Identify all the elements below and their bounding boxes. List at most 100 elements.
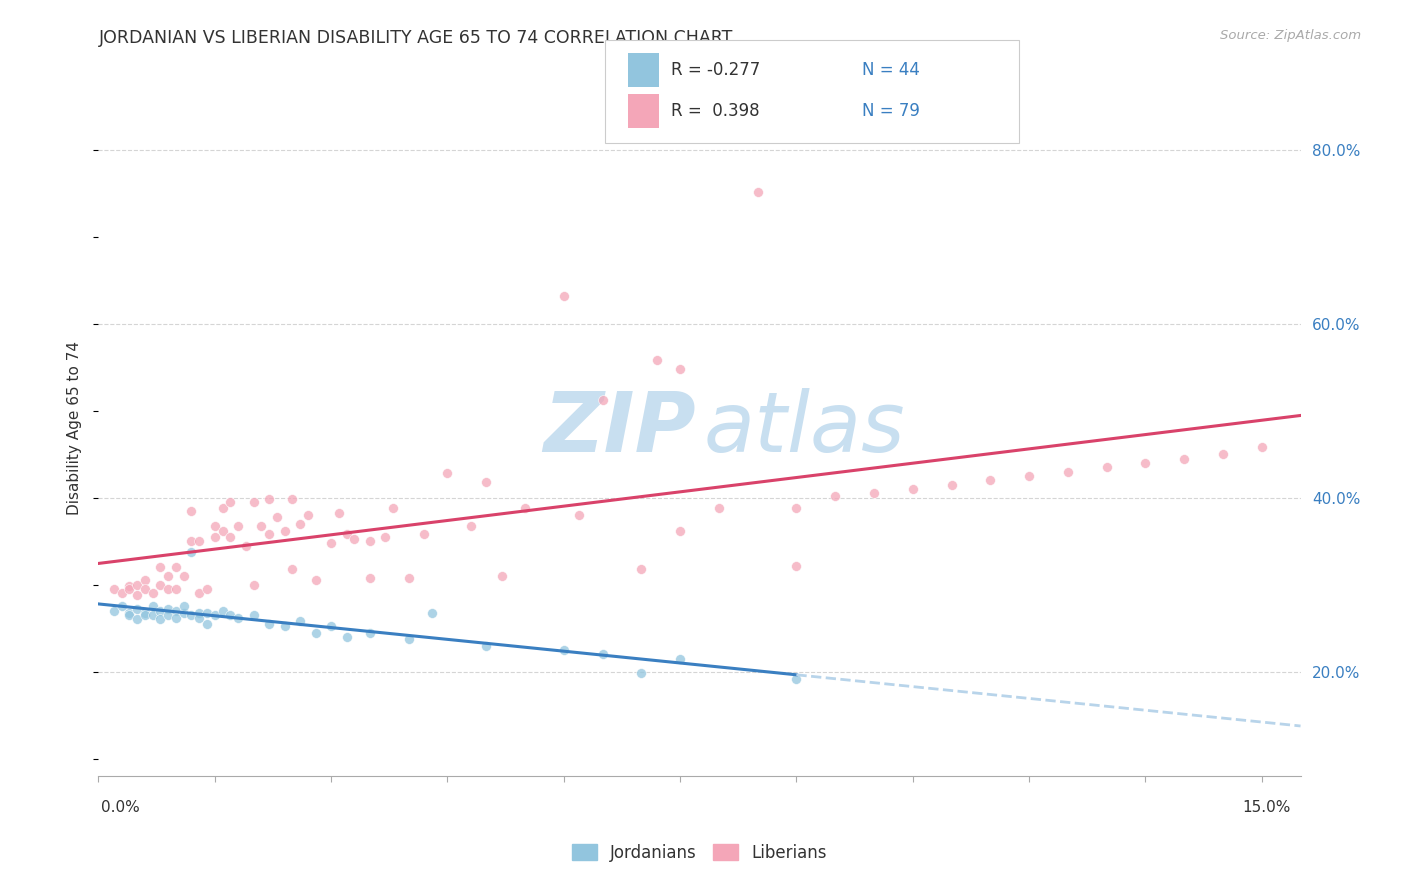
- Point: [250, 518, 273, 533]
- Text: R =  0.398: R = 0.398: [671, 102, 759, 120]
- Point: [134, 606, 156, 620]
- Point: [785, 672, 807, 686]
- Point: [149, 560, 172, 574]
- Point: [273, 619, 295, 633]
- Point: [398, 571, 420, 585]
- Point: [630, 666, 652, 681]
- Point: [127, 588, 149, 602]
- Text: N = 44: N = 44: [862, 61, 920, 78]
- Point: [297, 508, 319, 522]
- Point: [288, 516, 311, 531]
- Point: [1173, 451, 1195, 466]
- Point: [127, 602, 149, 616]
- Point: [204, 608, 226, 623]
- Point: [592, 393, 614, 408]
- Point: [142, 599, 165, 614]
- Point: [111, 586, 134, 600]
- Text: R = -0.277: R = -0.277: [671, 61, 759, 78]
- Point: [157, 582, 180, 596]
- Point: [226, 611, 249, 625]
- Point: [180, 504, 202, 518]
- Point: [592, 648, 614, 662]
- Point: [319, 536, 342, 550]
- Point: [127, 578, 149, 592]
- Point: [436, 467, 458, 481]
- Point: [413, 527, 436, 541]
- Point: [157, 569, 180, 583]
- Y-axis label: Disability Age 65 to 74: Disability Age 65 to 74: [67, 341, 83, 516]
- Point: [211, 524, 233, 538]
- Point: [359, 571, 381, 585]
- Point: [188, 586, 211, 600]
- Point: [1057, 465, 1080, 479]
- Point: [134, 582, 156, 596]
- Point: [304, 625, 326, 640]
- Point: [204, 530, 226, 544]
- Point: [157, 602, 180, 616]
- Point: [359, 625, 381, 640]
- Point: [211, 604, 233, 618]
- Point: [707, 501, 730, 516]
- Point: [134, 608, 156, 623]
- Point: [195, 606, 218, 620]
- Point: [281, 492, 304, 507]
- Point: [118, 579, 141, 593]
- Point: [343, 533, 366, 547]
- Point: [513, 501, 536, 516]
- Point: [118, 606, 141, 620]
- Point: [824, 489, 846, 503]
- Point: [288, 614, 311, 628]
- Point: [979, 473, 1001, 487]
- Point: [328, 507, 350, 521]
- Point: [941, 477, 963, 491]
- Point: [1018, 469, 1040, 483]
- Point: [142, 608, 165, 623]
- Point: [180, 534, 202, 549]
- Point: [180, 544, 202, 558]
- Point: [1135, 456, 1157, 470]
- Point: [103, 604, 125, 618]
- Point: [304, 574, 326, 588]
- Point: [491, 569, 513, 583]
- Point: [219, 495, 242, 509]
- Point: [568, 508, 591, 522]
- Point: [553, 643, 575, 657]
- Point: [111, 599, 134, 614]
- Point: [669, 651, 692, 665]
- Point: [747, 185, 769, 199]
- Point: [173, 606, 195, 620]
- Point: [127, 612, 149, 626]
- Point: [630, 562, 652, 576]
- Point: [118, 582, 141, 596]
- Point: [1250, 440, 1272, 454]
- Point: [149, 612, 172, 626]
- Point: [118, 608, 141, 623]
- Point: [165, 611, 187, 625]
- Text: 15.0%: 15.0%: [1243, 800, 1291, 814]
- Point: [242, 578, 264, 592]
- Text: ZIP: ZIP: [543, 388, 696, 468]
- Point: [103, 582, 125, 596]
- Point: [257, 616, 280, 631]
- Point: [669, 362, 692, 376]
- Point: [188, 534, 211, 549]
- Point: [134, 574, 156, 588]
- Point: [785, 501, 807, 516]
- Point: [226, 518, 249, 533]
- Point: [242, 495, 264, 509]
- Point: [669, 524, 692, 538]
- Text: N = 79: N = 79: [862, 102, 920, 120]
- Text: 0.0%: 0.0%: [101, 800, 141, 814]
- Point: [219, 608, 242, 623]
- Point: [785, 558, 807, 573]
- Point: [180, 608, 202, 623]
- Point: [195, 582, 218, 596]
- Point: [863, 486, 886, 500]
- Point: [645, 353, 668, 368]
- Point: [281, 562, 304, 576]
- Point: [398, 632, 420, 646]
- Point: [420, 606, 443, 620]
- Point: [257, 492, 280, 507]
- Point: [204, 518, 226, 533]
- Point: [219, 530, 242, 544]
